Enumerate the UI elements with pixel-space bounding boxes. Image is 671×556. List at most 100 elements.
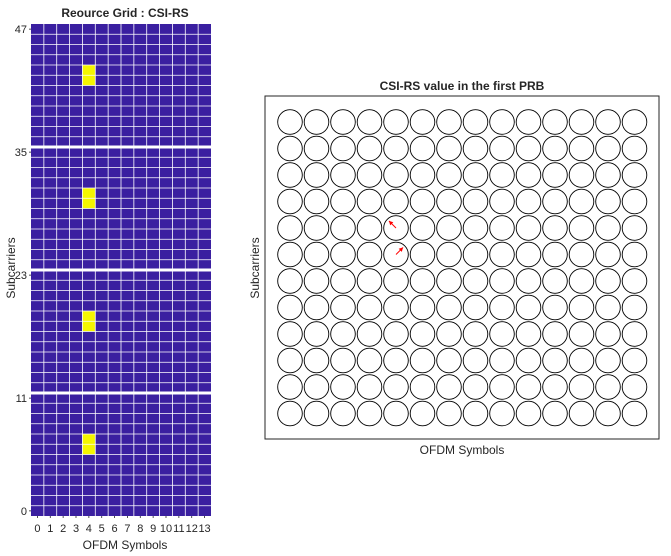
- csi-rs-value-marker: [277, 294, 303, 321]
- csi-rs-resource-element: [82, 434, 96, 445]
- csi-rs-resource-element: [82, 198, 96, 209]
- csi-rs-value-marker: [409, 268, 436, 294]
- csi-rs-value-marker: [356, 321, 383, 347]
- resource-grid-y-tick-label: 0: [21, 506, 27, 518]
- resource-grid-x-tick-label: 1: [47, 523, 53, 535]
- csi-rs-value-marker: [330, 347, 356, 374]
- csi-rs-value-marker: [436, 109, 462, 135]
- csi-rs-value-marker: [595, 268, 621, 294]
- csi-rs-value-marker: [303, 241, 330, 268]
- csi-rs-value-marker: [515, 400, 542, 427]
- csi-rs-value-marker: [356, 241, 383, 268]
- resource-grid-x-axis-label: OFDM Symbols: [83, 538, 168, 552]
- csi-rs-prb-y-axis-label: Subcarriers: [248, 237, 262, 298]
- csi-rs-value-marker: [595, 135, 621, 162]
- csi-rs-value-marker: [515, 374, 542, 400]
- csi-rs-value-marker: [409, 188, 436, 215]
- csi-rs-value-marker: [277, 135, 303, 162]
- csi-rs-value-marker: [568, 347, 595, 374]
- csi-rs-value-marker: [330, 241, 356, 268]
- csi-rs-value-marker: [515, 347, 542, 374]
- csi-rs-value-marker: [330, 135, 356, 162]
- resource-grid-x-tick-label: 0: [34, 523, 40, 535]
- csi-rs-value-marker: [489, 162, 515, 188]
- csi-rs-value-marker: [542, 109, 568, 135]
- resource-grid-x-tick-label: 13: [198, 523, 210, 535]
- csi-rs-value-marker: [303, 188, 330, 215]
- csi-rs-value-marker: [436, 321, 462, 347]
- csi-rs-value-marker: [462, 188, 489, 215]
- csi-rs-value-marker: [277, 215, 303, 241]
- csi-rs-resource-element: [82, 311, 96, 322]
- csi-rs-resource-element: [82, 444, 96, 455]
- csi-rs-value-marker: [383, 294, 409, 321]
- csi-rs-value-marker: [277, 188, 303, 215]
- csi-rs-value-marker: [595, 347, 621, 374]
- csi-rs-value-marker: [277, 400, 303, 427]
- csi-rs-value-marker: [330, 321, 356, 347]
- csi-rs-value-marker: [303, 215, 330, 241]
- csi-rs-value-marker: [303, 347, 330, 374]
- csi-rs-value-marker: [356, 135, 383, 162]
- csi-rs-value-marker: [383, 374, 409, 400]
- resource-grid-panel: Reource Grid : CSI-RS 0 1 2 3 4 5 6 7 8 9 10 11 12 13…: [4, 6, 211, 552]
- csi-rs-value-marker: [542, 321, 568, 347]
- csi-rs-value-marker: [436, 162, 462, 188]
- resource-grid-x-tick-label: 5: [99, 523, 105, 535]
- csi-rs-value-marker: [489, 400, 515, 427]
- resource-grid-y-tick-label: 11: [16, 393, 27, 405]
- csi-rs-value-marker: [542, 241, 568, 268]
- csi-rs-value-marker: [515, 162, 542, 188]
- csi-rs-value-marker: [542, 268, 568, 294]
- csi-rs-value-marker: [595, 374, 621, 400]
- csi-rs-value-marker: [489, 321, 515, 347]
- csi-rs-value-marker: [621, 400, 648, 427]
- resource-grid-x-ticks: 0 1 2 3 4 5 6 7 8 9 10 11 12 13: [34, 516, 211, 535]
- csi-rs-value-marker: [409, 162, 436, 188]
- csi-rs-resource-element: [82, 65, 96, 76]
- csi-rs-value-marker: [568, 268, 595, 294]
- csi-rs-value-marker: [542, 294, 568, 321]
- csi-rs-value-marker: [542, 188, 568, 215]
- resource-grid-y-tick-label: 35: [15, 147, 27, 159]
- csi-rs-value-marker: [595, 321, 621, 347]
- csi-rs-value-marker: [409, 347, 436, 374]
- resource-grid-y-axis-label: Subcarriers: [4, 237, 18, 298]
- csi-rs-value-marker: [436, 374, 462, 400]
- csi-rs-prb-arrows: [388, 220, 404, 255]
- resource-grid-x-tick-label: 3: [73, 523, 79, 535]
- csi-rs-value-marker: [542, 162, 568, 188]
- csi-rs-value-marker: [436, 268, 462, 294]
- csi-rs-value-marker: [595, 109, 621, 135]
- csi-rs-value-marker: [383, 162, 409, 188]
- resource-grid-x-tick-label: 2: [60, 523, 66, 535]
- csi-rs-value-marker: [436, 400, 462, 427]
- csi-rs-value-marker: [542, 400, 568, 427]
- csi-rs-value-marker: [383, 268, 409, 294]
- csi-rs-value-marker: [595, 188, 621, 215]
- csi-rs-value-marker: [621, 109, 648, 135]
- csi-rs-value-marker: [462, 347, 489, 374]
- csi-rs-value-marker: [409, 135, 436, 162]
- csi-rs-value-marker: [383, 215, 409, 241]
- resource-grid-y-ticks: 0 11 23 35 47: [15, 24, 31, 518]
- resource-grid-x-tick-label: 6: [112, 523, 118, 535]
- csi-rs-value-marker: [277, 241, 303, 268]
- csi-rs-value-marker: [436, 135, 462, 162]
- csi-rs-value-marker: [489, 188, 515, 215]
- csi-rs-value-marker: [330, 400, 356, 427]
- csi-rs-value-marker: [621, 241, 648, 268]
- csi-rs-value-marker: [383, 400, 409, 427]
- resource-grid-plot: [31, 24, 211, 516]
- csi-rs-value-marker: [356, 109, 383, 135]
- csi-rs-value-marker: [489, 135, 515, 162]
- resource-grid-x-tick-label: 11: [173, 523, 184, 535]
- resource-grid-x-tick-label: 12: [186, 523, 198, 535]
- csi-rs-value-marker: [356, 400, 383, 427]
- csi-rs-value-marker: [356, 374, 383, 400]
- csi-rs-value-marker: [462, 135, 489, 162]
- csi-rs-value-marker: [409, 109, 436, 135]
- csi-rs-value-marker: [621, 294, 648, 321]
- csi-rs-value-marker: [277, 162, 303, 188]
- resource-grid-x-tick-label: 7: [124, 523, 130, 535]
